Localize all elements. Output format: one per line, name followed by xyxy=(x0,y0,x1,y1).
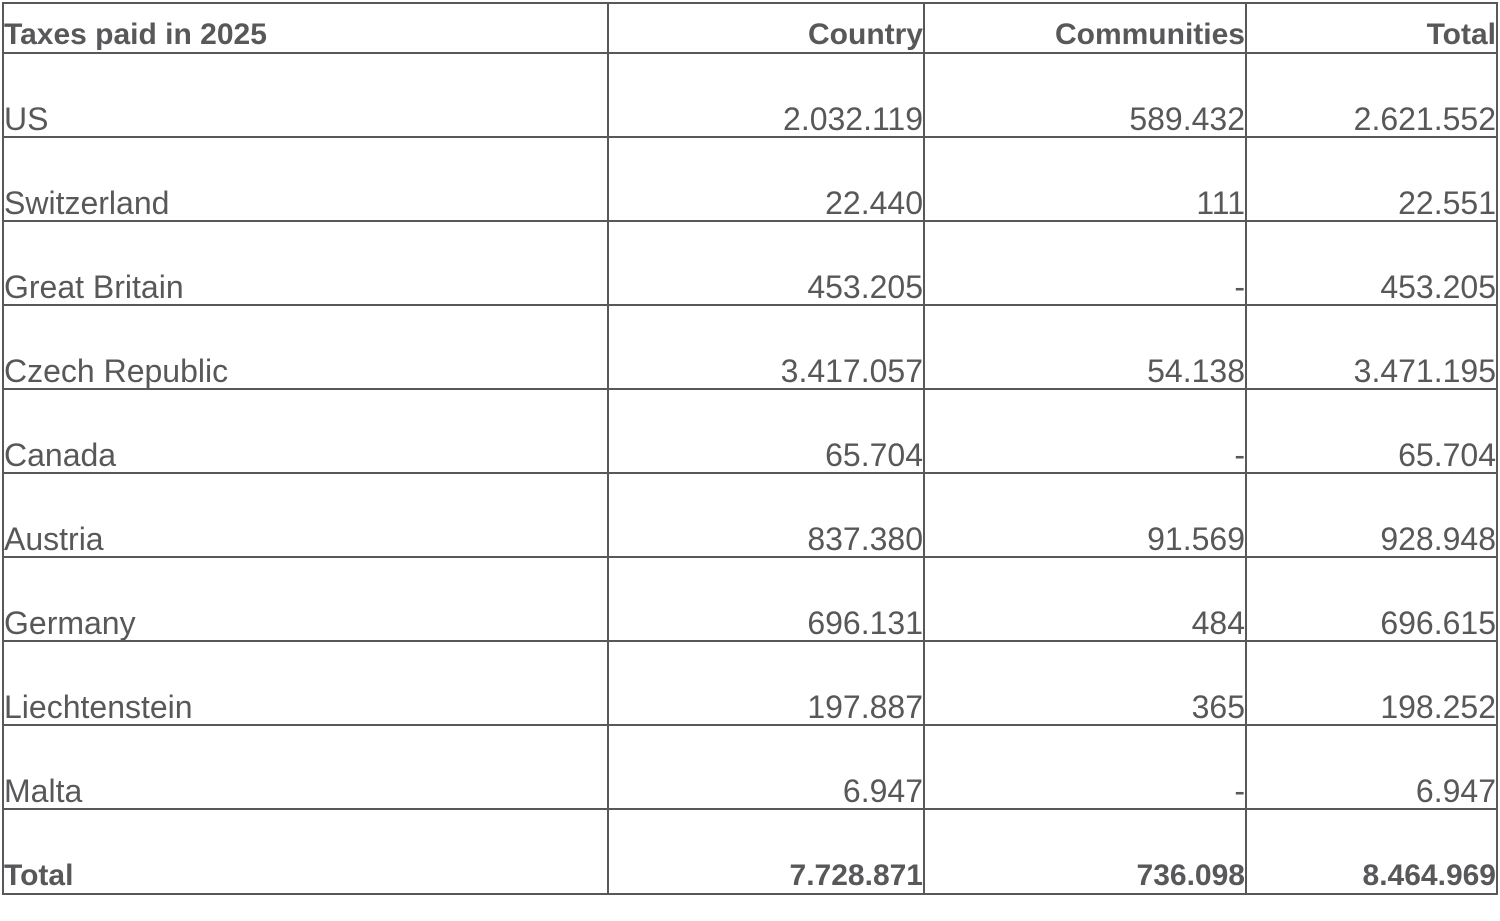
table-row: US 2.032.119 589.432 2.621.552 xyxy=(2,52,1498,138)
row-country-value: 696.131 xyxy=(607,556,925,642)
total-country: 7.728.871 xyxy=(607,808,925,895)
header-total: Total xyxy=(1245,2,1498,54)
row-communities-value: 365 xyxy=(923,640,1247,726)
row-country-name: Great Britain xyxy=(2,220,609,306)
row-total-value: 2.621.552 xyxy=(1245,52,1498,138)
table-row: Malta 6.947-6.947 xyxy=(2,724,1498,810)
taxes-table: Taxes paid in 2025 Country Communities T… xyxy=(2,2,1498,895)
table-footer: Total 7.728.871 736.098 8.464.969 xyxy=(2,808,1498,895)
total-label: Total xyxy=(2,808,609,895)
row-country-value: 3.417.057 xyxy=(607,304,925,390)
row-country-name: Liechtenstein xyxy=(2,640,609,726)
row-country-value: 22.440 xyxy=(607,136,925,222)
table-row: Canada 65.704-65.704 xyxy=(2,388,1498,474)
row-total-value: 6.947 xyxy=(1245,724,1498,810)
row-total-value: 198.252 xyxy=(1245,640,1498,726)
row-country-name: Austria xyxy=(2,472,609,558)
total-row: Total 7.728.871 736.098 8.464.969 xyxy=(2,808,1498,895)
tax-table-sheet: Taxes paid in 2025 Country Communities T… xyxy=(2,2,1498,900)
row-total-value: 22.551 xyxy=(1245,136,1498,222)
row-communities-value: 54.138 xyxy=(923,304,1247,390)
row-country-value: 2.032.119 xyxy=(607,52,925,138)
row-country-value: 65.704 xyxy=(607,388,925,474)
row-country-value: 197.887 xyxy=(607,640,925,726)
row-country-value: 6.947 xyxy=(607,724,925,810)
row-communities-value: - xyxy=(923,724,1247,810)
row-total-value: 453.205 xyxy=(1245,220,1498,306)
row-communities-value: - xyxy=(923,388,1247,474)
row-communities-value: 589.432 xyxy=(923,52,1247,138)
row-country-name: Czech Republic xyxy=(2,304,609,390)
table-row: Czech Republic 3.417.057 54.138 3.471.195 xyxy=(2,304,1498,390)
table-row: Germany 696.131 484 696.615 xyxy=(2,556,1498,642)
row-total-value: 65.704 xyxy=(1245,388,1498,474)
header-communities: Communities xyxy=(923,2,1247,54)
table-row: Switzerland 22.440 111 22.551 xyxy=(2,136,1498,222)
table-row: Austria 837.380 91.569 928.948 xyxy=(2,472,1498,558)
header-country: Country xyxy=(607,2,925,54)
row-communities-value: 91.569 xyxy=(923,472,1247,558)
row-total-value: 3.471.195 xyxy=(1245,304,1498,390)
table-row: Liechtenstein 197.887 365 198.252 xyxy=(2,640,1498,726)
table-header: Taxes paid in 2025 Country Communities T… xyxy=(2,2,1498,54)
row-country-name: Switzerland xyxy=(2,136,609,222)
header-row: Taxes paid in 2025 Country Communities T… xyxy=(2,2,1498,54)
row-total-value: 928.948 xyxy=(1245,472,1498,558)
row-country-name: Germany xyxy=(2,556,609,642)
row-country-name: US xyxy=(2,52,609,138)
total-total: 8.464.969 xyxy=(1245,808,1498,895)
row-communities-value: - xyxy=(923,220,1247,306)
row-country-name: Malta xyxy=(2,724,609,810)
row-communities-value: 484 xyxy=(923,556,1247,642)
row-total-value: 696.615 xyxy=(1245,556,1498,642)
row-country-value: 453.205 xyxy=(607,220,925,306)
table-row: Great Britain 453.205-453.205 xyxy=(2,220,1498,306)
header-label: Taxes paid in 2025 xyxy=(2,2,609,54)
table-body: US 2.032.119 589.432 2.621.552 Switzerland 22… xyxy=(2,52,1498,810)
row-country-value: 837.380 xyxy=(607,472,925,558)
total-communities: 736.098 xyxy=(923,808,1247,895)
row-communities-value: 111 xyxy=(923,136,1247,222)
row-country-name: Canada xyxy=(2,388,609,474)
